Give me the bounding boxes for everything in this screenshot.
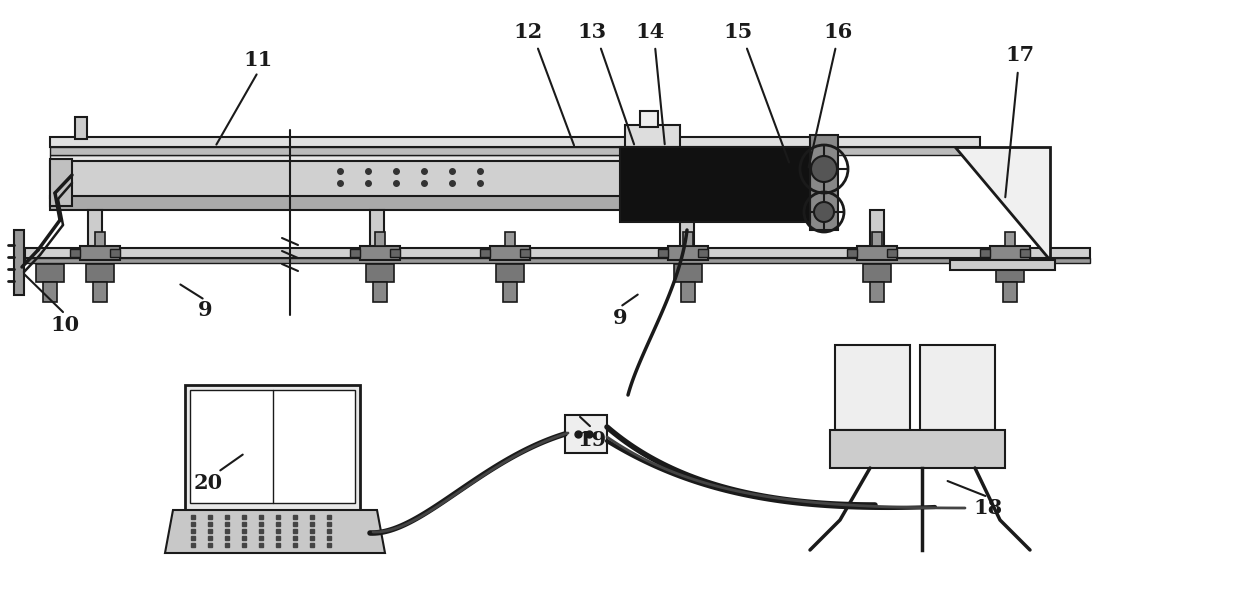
- Bar: [43, 282, 57, 302]
- Bar: [350, 249, 360, 257]
- Bar: [870, 210, 884, 248]
- Bar: [366, 264, 394, 282]
- Text: 9: 9: [613, 308, 627, 328]
- Bar: [847, 249, 857, 257]
- Polygon shape: [165, 510, 384, 553]
- Bar: [36, 264, 64, 282]
- Bar: [830, 430, 1004, 468]
- Bar: [373, 282, 387, 302]
- Text: 17: 17: [1006, 45, 1034, 65]
- Bar: [25, 248, 1090, 258]
- Bar: [1003, 282, 1017, 302]
- Text: 9: 9: [197, 300, 212, 320]
- Bar: [74, 117, 87, 139]
- Bar: [88, 210, 102, 248]
- Bar: [675, 264, 702, 282]
- Bar: [668, 246, 708, 260]
- Bar: [496, 264, 525, 282]
- Bar: [565, 415, 608, 453]
- Bar: [81, 246, 120, 260]
- Bar: [810, 135, 838, 230]
- Bar: [520, 249, 529, 257]
- Bar: [370, 210, 384, 248]
- Bar: [1004, 232, 1016, 246]
- Bar: [863, 264, 892, 282]
- Bar: [835, 345, 910, 430]
- Bar: [698, 249, 708, 257]
- Text: 19: 19: [578, 430, 606, 450]
- Bar: [185, 385, 360, 510]
- Bar: [190, 390, 355, 503]
- Bar: [640, 111, 658, 127]
- Bar: [374, 232, 384, 246]
- Bar: [14, 230, 24, 295]
- Bar: [505, 232, 515, 246]
- Bar: [620, 147, 810, 222]
- Text: 12: 12: [513, 22, 543, 42]
- Text: 13: 13: [578, 22, 606, 42]
- Bar: [50, 161, 750, 198]
- Text: 11: 11: [243, 50, 273, 70]
- Text: 14: 14: [635, 22, 665, 42]
- Bar: [93, 282, 107, 302]
- Bar: [50, 159, 72, 206]
- Bar: [870, 282, 884, 302]
- Bar: [110, 249, 120, 257]
- Bar: [658, 249, 668, 257]
- Bar: [69, 249, 81, 257]
- Bar: [920, 345, 994, 430]
- Bar: [50, 196, 750, 210]
- Bar: [996, 264, 1024, 282]
- Circle shape: [811, 156, 837, 182]
- Bar: [872, 232, 882, 246]
- Bar: [95, 232, 105, 246]
- Bar: [86, 264, 114, 282]
- Text: 18: 18: [973, 498, 1003, 518]
- Text: 20: 20: [193, 473, 222, 493]
- Bar: [680, 210, 694, 248]
- Bar: [391, 249, 401, 257]
- Text: 16: 16: [823, 22, 853, 42]
- Circle shape: [813, 202, 835, 222]
- Bar: [857, 246, 897, 260]
- Bar: [625, 125, 680, 147]
- Bar: [990, 246, 1030, 260]
- Bar: [490, 246, 529, 260]
- Bar: [980, 249, 990, 257]
- Bar: [360, 246, 401, 260]
- Bar: [1021, 249, 1030, 257]
- Bar: [50, 137, 980, 147]
- Bar: [50, 155, 750, 161]
- Text: 10: 10: [51, 315, 79, 335]
- Bar: [950, 260, 1055, 270]
- Text: 15: 15: [723, 22, 753, 42]
- Bar: [25, 258, 1090, 263]
- Bar: [503, 282, 517, 302]
- Bar: [681, 282, 694, 302]
- Bar: [887, 249, 897, 257]
- Bar: [480, 249, 490, 257]
- Bar: [50, 147, 980, 155]
- Polygon shape: [955, 147, 1050, 260]
- Bar: [683, 232, 693, 246]
